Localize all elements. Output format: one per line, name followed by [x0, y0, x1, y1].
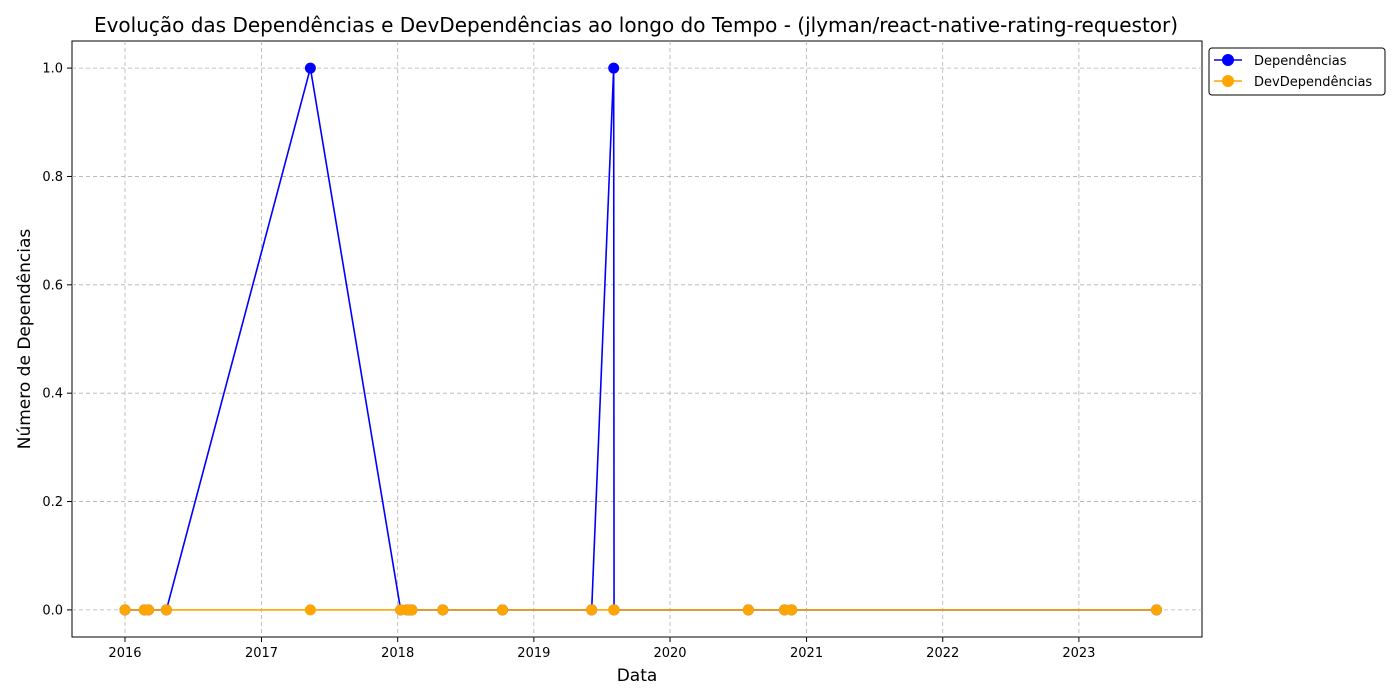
x-tick-label: 2019 [517, 646, 550, 661]
x-tick-label: 2023 [1062, 646, 1095, 661]
data-point [160, 604, 172, 616]
grid-lines [72, 41, 1202, 637]
x-tick-label: 2021 [790, 646, 823, 661]
data-point [742, 604, 754, 616]
y-tick-label: 0.8 [42, 170, 63, 185]
data-point [304, 604, 316, 616]
legend: Dependências DevDependências [1208, 47, 1386, 96]
y-tick-label: 0.4 [42, 387, 63, 402]
y-tick-label: 0.0 [42, 603, 63, 618]
plot-area-frame [71, 40, 1203, 638]
legend-box [1208, 47, 1386, 96]
data-point [406, 604, 418, 616]
data-point [1150, 604, 1162, 616]
data-point [586, 604, 598, 616]
x-axis-ticks: 2016 2017 2018 2019 2020 2021 2022 2023 [108, 637, 1095, 661]
chart-title: Evolução das Dependências e DevDependênc… [94, 13, 1178, 37]
x-tick-label: 2020 [653, 646, 686, 661]
data-point [304, 62, 316, 74]
legend-marker-dependencias [1222, 54, 1234, 66]
data-point [119, 604, 131, 616]
legend-label-dependencias: Dependências [1254, 54, 1347, 69]
legend-label-devdependencias: DevDependências [1254, 75, 1372, 90]
data-point [497, 604, 509, 616]
series-group [119, 62, 1162, 616]
data-point [608, 604, 620, 616]
x-tick-label: 2022 [926, 646, 959, 661]
y-tick-label: 1.0 [42, 62, 63, 77]
series-line [124, 67, 1157, 611]
data-point [786, 604, 798, 616]
x-tick-label: 2016 [108, 646, 141, 661]
y-axis-ticks: 0.0 0.2 0.4 0.6 0.8 1.0 [42, 62, 72, 618]
y-axis-label: Número de Dependências [15, 229, 35, 450]
data-point [608, 62, 620, 74]
series-0 [119, 62, 1162, 616]
data-point [437, 604, 449, 616]
x-axis-label: Data [617, 666, 658, 686]
legend-marker-devdependencias [1222, 75, 1234, 87]
y-tick-label: 0.6 [42, 278, 63, 293]
x-tick-label: 2018 [381, 646, 414, 661]
x-tick-label: 2017 [245, 646, 278, 661]
series-1 [119, 604, 1162, 616]
y-tick-label: 0.2 [42, 495, 63, 510]
data-point [142, 604, 154, 616]
